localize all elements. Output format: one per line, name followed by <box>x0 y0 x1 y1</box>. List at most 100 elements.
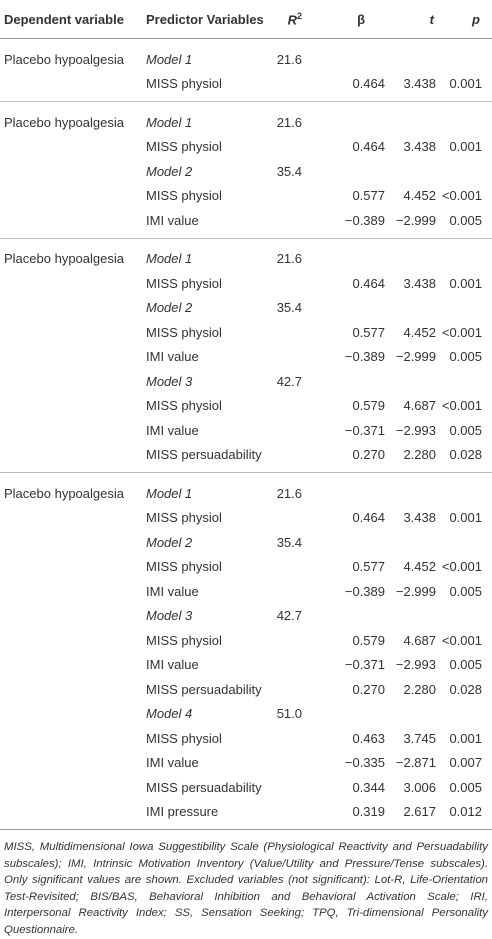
table-row: Model 4 51.0 <box>0 702 492 727</box>
table-row: IMI value −0.335 −2.871 0.007 <box>0 751 492 776</box>
cell: 0.005 <box>449 583 482 599</box>
cell: 4.452 <box>403 324 436 340</box>
header-cell: R2 <box>266 11 302 27</box>
cell: Model 3 <box>146 373 193 389</box>
table-row: MISS persuadability 0.270 2.280 0.028 <box>0 443 492 468</box>
cell: 51.0 <box>276 706 302 722</box>
cell: −0.335 <box>344 755 385 771</box>
cell: Placebo hypoalgesia <box>4 51 124 67</box>
table-page: Dependent variable Predictor Variables R… <box>0 11 492 936</box>
cell: 3.438 <box>403 76 436 92</box>
cell: 4.687 <box>403 398 436 414</box>
cell: 35.4 <box>276 163 302 179</box>
cell: 3.745 <box>403 730 436 746</box>
cell: 0.001 <box>449 76 482 92</box>
cell: 0.001 <box>449 275 482 291</box>
table-row: MISS physiol 0.464 3.438 0.001 <box>0 506 492 531</box>
cell: <0.001 <box>441 188 482 204</box>
cell: MISS physiol <box>146 324 222 340</box>
table-row: Model 2 35.4 <box>0 296 492 321</box>
cell: 0.464 <box>352 275 385 291</box>
table-row: IMI value −0.389 −2.999 0.005 <box>0 579 492 604</box>
table-row: MISS persuadability 0.344 3.006 0.005 <box>0 775 492 800</box>
header-sup: 2 <box>296 10 302 21</box>
cell: 0.005 <box>449 422 482 438</box>
table-row: IMI value −0.371 −2.993 0.005 <box>0 418 492 443</box>
cell: MISS persuadability <box>146 779 262 795</box>
cell: 0.005 <box>449 657 482 673</box>
cell: −2.871 <box>395 755 436 771</box>
cell: Model 3 <box>146 608 193 624</box>
table-row: MISS physiol 0.577 4.452 <0.001 <box>0 555 492 580</box>
table-row: IMI value −0.371 −2.993 0.005 <box>0 653 492 678</box>
cell: Placebo hypoalgesia <box>4 251 124 267</box>
footnote: MISS, Multidimensional Iowa Suggestibili… <box>4 841 488 936</box>
cell: 4.452 <box>403 188 436 204</box>
table-row: MISS physiol 0.579 4.687 <0.001 <box>0 628 492 653</box>
cell: 35.4 <box>276 534 302 550</box>
cell: 3.006 <box>403 779 436 795</box>
cell: 42.7 <box>276 608 302 624</box>
table-row: MISS physiol 0.464 3.438 0.001 <box>0 271 492 296</box>
cell: −0.371 <box>344 657 385 673</box>
table-body: Placebo hypoalgesia Model 1 21.6 MISS physi… <box>0 39 492 830</box>
cell: Model 4 <box>146 706 193 722</box>
cell: −2.999 <box>395 583 436 599</box>
cell: −0.389 <box>344 212 385 228</box>
header-cell: Predictor Variables <box>146 11 264 27</box>
table-row: Model 3 42.7 <box>0 604 492 629</box>
cell: 2.280 <box>403 681 436 697</box>
cell: IMI value <box>146 349 199 365</box>
table-row: MISS persuadability 0.270 2.280 0.028 <box>0 677 492 702</box>
cell: 21.6 <box>276 485 302 501</box>
cell: IMI value <box>146 212 199 228</box>
cell: 21.6 <box>276 251 302 267</box>
cell: MISS physiol <box>146 76 222 92</box>
table-row: MISS physiol 0.577 4.452 <0.001 <box>0 184 492 209</box>
row-group: Placebo hypoalgesia Model 1 21.6 MISS physi… <box>0 39 492 102</box>
cell: Model 2 <box>146 300 193 316</box>
cell: MISS physiol <box>146 730 222 746</box>
cell: Model 2 <box>146 163 193 179</box>
cell: IMI value <box>146 583 199 599</box>
cell: −2.999 <box>395 212 436 228</box>
cell: <0.001 <box>441 559 482 575</box>
table-row: IMI value −0.389 −2.999 0.005 <box>0 345 492 370</box>
cell: 0.270 <box>352 447 385 463</box>
cell: 0.464 <box>352 510 385 526</box>
cell: −2.993 <box>395 657 436 673</box>
header-cell: β <box>357 11 365 27</box>
table-row: MISS physiol 0.464 3.438 0.001 <box>0 135 492 160</box>
cell: 42.7 <box>276 373 302 389</box>
cell: −0.389 <box>344 349 385 365</box>
cell: MISS persuadability <box>146 681 262 697</box>
header-cell: Dependent variable <box>4 11 124 27</box>
cell: 0.001 <box>449 730 482 746</box>
cell: 35.4 <box>276 300 302 316</box>
cell: 21.6 <box>276 114 302 130</box>
cell: 0.005 <box>449 349 482 365</box>
cell: 4.687 <box>403 632 436 648</box>
table-row: MISS physiol 0.577 4.452 <0.001 <box>0 320 492 345</box>
cell: 0.463 <box>352 730 385 746</box>
cell: Placebo hypoalgesia <box>4 485 124 501</box>
cell: MISS physiol <box>146 188 222 204</box>
cell: 0.270 <box>352 681 385 697</box>
cell: 0.012 <box>449 804 482 820</box>
cell: Model 1 <box>146 251 193 267</box>
cell: 3.438 <box>403 139 436 155</box>
table-row: Model 3 42.7 <box>0 369 492 394</box>
cell: 0.001 <box>449 139 482 155</box>
row-group: Placebo hypoalgesia Model 1 21.6 MISS physi… <box>0 239 492 473</box>
cell: 0.464 <box>352 139 385 155</box>
cell: MISS physiol <box>146 559 222 575</box>
cell: Model 1 <box>146 114 193 130</box>
cell: MISS physiol <box>146 398 222 414</box>
cell: MISS physiol <box>146 510 222 526</box>
table-row: Model 2 35.4 <box>0 159 492 184</box>
row-group: Placebo hypoalgesia Model 1 21.6 MISS physi… <box>0 473 492 830</box>
table-row: Model 2 35.4 <box>0 530 492 555</box>
cell: 0.344 <box>352 779 385 795</box>
cell: 0.579 <box>352 398 385 414</box>
cell: 0.005 <box>449 779 482 795</box>
